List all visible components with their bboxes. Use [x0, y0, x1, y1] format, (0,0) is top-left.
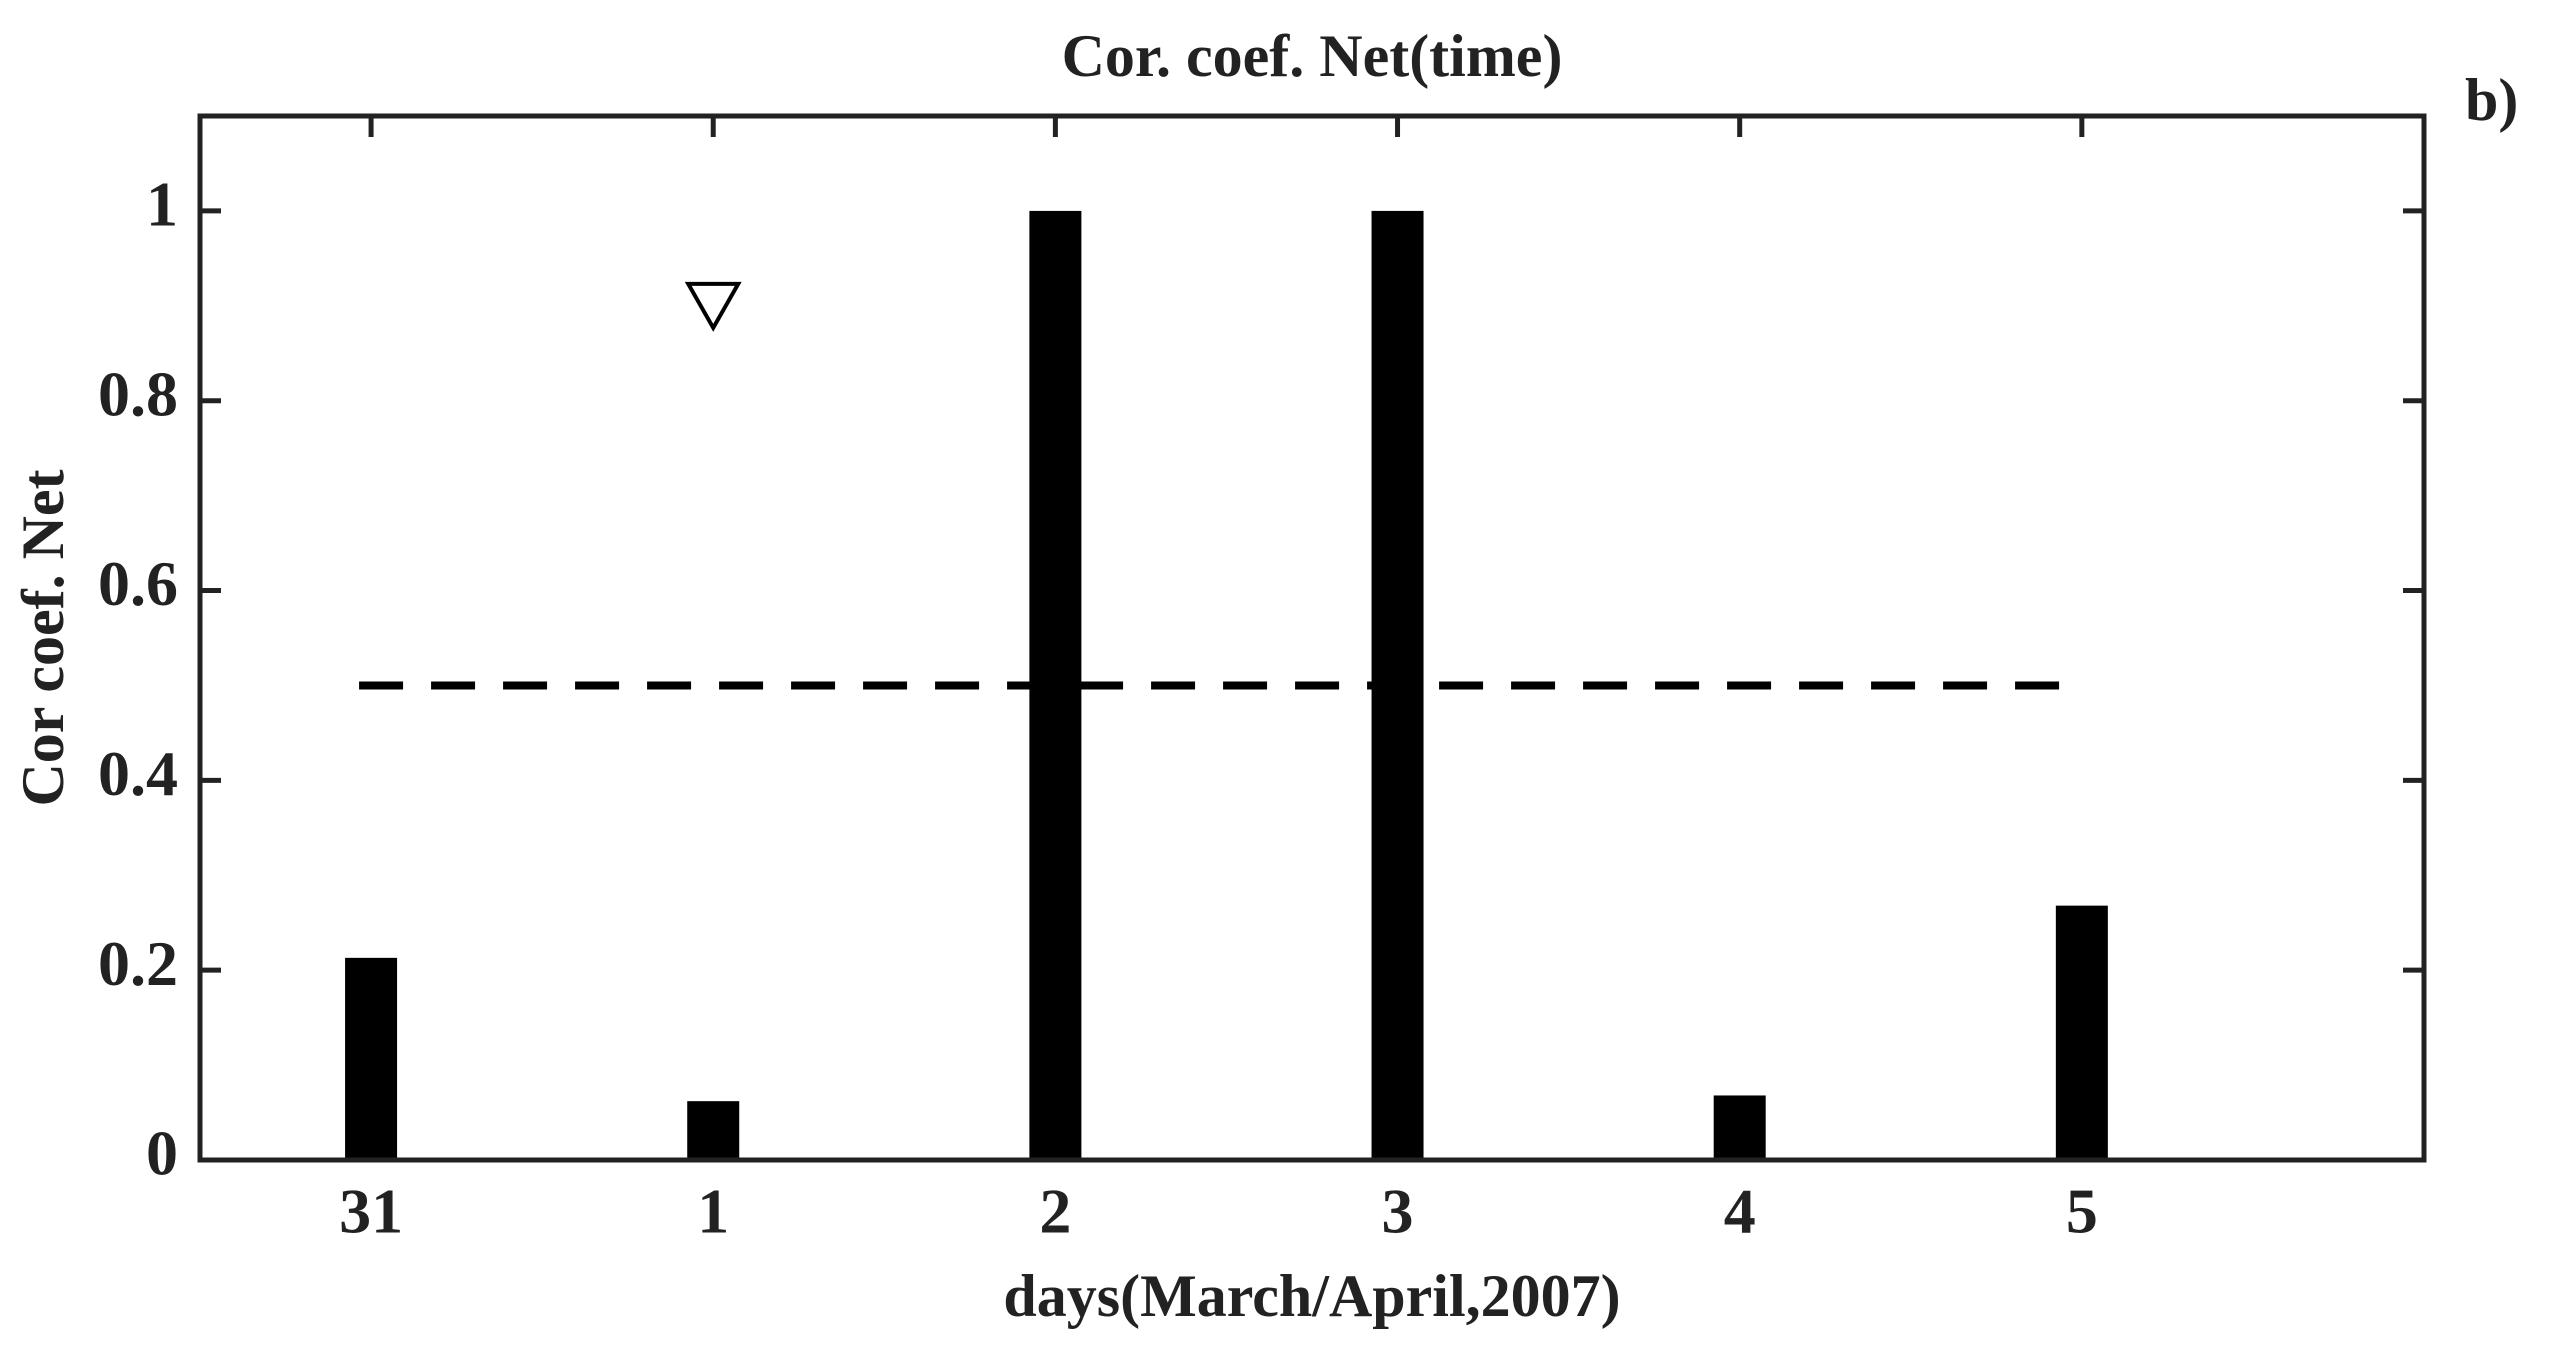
y-axis-label: Cor coef. Net: [10, 469, 76, 806]
y-tick-label: 0.6: [98, 548, 178, 619]
bar: [1713, 1095, 1766, 1160]
x-tick-label: 1: [697, 1176, 729, 1247]
y-tick-label: 1: [146, 169, 178, 240]
chart-title: Cor. coef. Net(time): [1062, 23, 1563, 89]
x-tick-label: 3: [1382, 1176, 1414, 1247]
bar: [345, 957, 398, 1160]
panel-label: b): [2465, 67, 2518, 133]
y-tick-label: 0.2: [98, 928, 178, 999]
x-tick-label: 31: [339, 1176, 403, 1247]
y-tick-label: 0: [146, 1118, 178, 1189]
axes-frame: [197, 113, 2427, 1163]
x-tick-label: 4: [1724, 1176, 1756, 1247]
marker-triangle: [684, 281, 742, 332]
y-tick-label: 0.8: [98, 358, 178, 429]
bar: [2055, 905, 2108, 1160]
x-tick-label: 5: [2066, 1176, 2098, 1247]
bar: [687, 1101, 740, 1160]
x-tick-label: 2: [1039, 1176, 1071, 1247]
y-tick-label: 0.4: [98, 738, 178, 809]
x-axis-label: days(March/April,2007): [1003, 1263, 1620, 1329]
